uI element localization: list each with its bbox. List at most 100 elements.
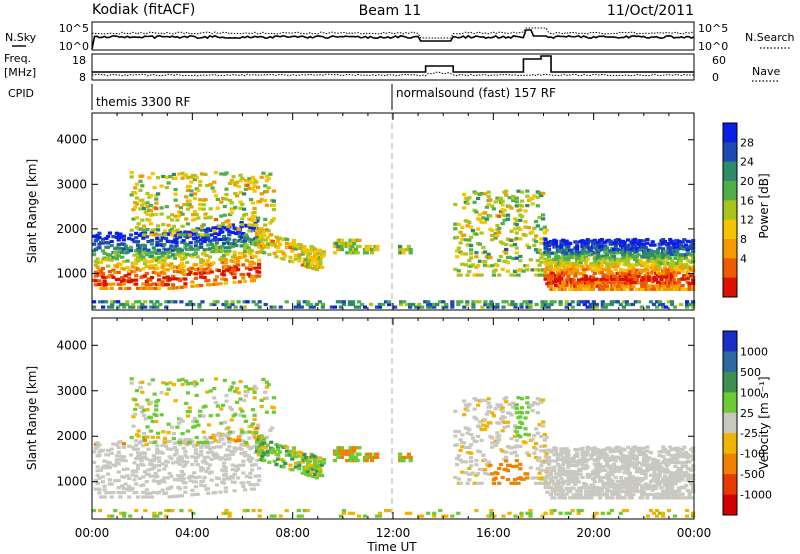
range-cell [228,430,233,434]
range-cell [121,260,126,264]
range-cell [432,305,437,309]
range-cell [120,250,125,254]
range-cell [541,273,546,277]
range-cell [352,446,357,450]
range-cell [223,226,228,230]
range-cell [221,477,227,481]
range-cell [597,255,603,259]
range-cell [366,455,371,459]
range-cell [645,264,650,268]
range-cell [621,305,626,309]
range-cell [575,460,580,464]
range-cell [657,246,662,250]
range-cell [151,282,156,286]
range-cell [612,274,617,278]
range-cell [183,255,188,259]
range-cell [500,429,505,433]
range-cell [144,442,149,446]
range-cell [366,248,371,252]
range-cell [610,271,615,275]
range-cell [691,287,696,291]
range-cell [557,470,562,474]
range-cell [274,443,279,447]
power-colorbar-tick: 24 [740,156,754,169]
range-cell [548,472,553,477]
range-cell [645,459,650,463]
range-cell [172,441,177,445]
range-cell [216,431,221,435]
range-cell [535,224,540,228]
range-cell [691,265,696,269]
range-cell [660,305,666,309]
range-cell [500,449,505,453]
range-cell [157,481,162,486]
range-cell [139,258,144,262]
range-cell [130,278,135,282]
range-cell [141,413,147,417]
range-cell [95,441,100,445]
range-cell [479,191,484,196]
range-cell [543,270,548,275]
range-cell [580,466,585,470]
range-cell [213,456,218,460]
range-cell [261,377,266,381]
range-cell [469,225,474,229]
range-cell [177,421,182,425]
range-cell [242,305,247,309]
range-cell [530,437,535,441]
range-cell [254,180,259,184]
range-cell [143,509,148,513]
range-cell [122,511,127,515]
range-cell [631,475,636,479]
range-cell [612,277,617,281]
range-cell [661,492,666,496]
range-cell [284,241,290,246]
range-cell [106,245,111,249]
range-cell [193,244,198,248]
range-cell [102,495,107,499]
velocity-colorbar-tick: 500 [740,366,761,379]
range-cell [208,182,213,187]
range-cell [495,441,500,445]
range-cell [691,490,696,494]
range-cell [486,302,491,307]
range-cell [121,475,126,479]
range-cell [474,398,479,402]
power-colorbar-tick: 12 [740,214,754,227]
range-cell [620,274,625,278]
range-cell [691,484,696,488]
range-cell [541,424,546,428]
range-cell [179,469,184,473]
range-cell [689,274,694,278]
range-cell [539,256,544,260]
range-cell [518,444,523,448]
range-cell [673,256,678,260]
range-cell [212,396,217,400]
range-cell [141,435,147,439]
range-cell [534,441,539,446]
range-cell [654,486,659,490]
range-cell [624,509,629,513]
range-cell [566,462,571,466]
range-cell [368,302,374,307]
range-cell [612,492,617,496]
nave-right-tick-bottom: 0 [712,71,719,84]
range-cell [621,509,626,513]
range-cell [176,478,181,482]
range-cell [552,488,557,493]
range-cell [661,454,666,459]
range-cell [613,261,618,265]
range-cell [141,224,147,228]
range-cell [460,262,465,266]
range-cell [259,398,264,402]
range-cell [356,305,362,309]
range-cell [177,214,182,218]
range-cell [481,246,486,250]
range-cell [142,438,148,442]
range-cell [209,440,214,445]
range-cell [540,305,545,309]
range-cell [484,217,489,221]
range-cell [592,446,597,450]
range-cell [514,459,519,463]
range-cell [248,252,253,256]
